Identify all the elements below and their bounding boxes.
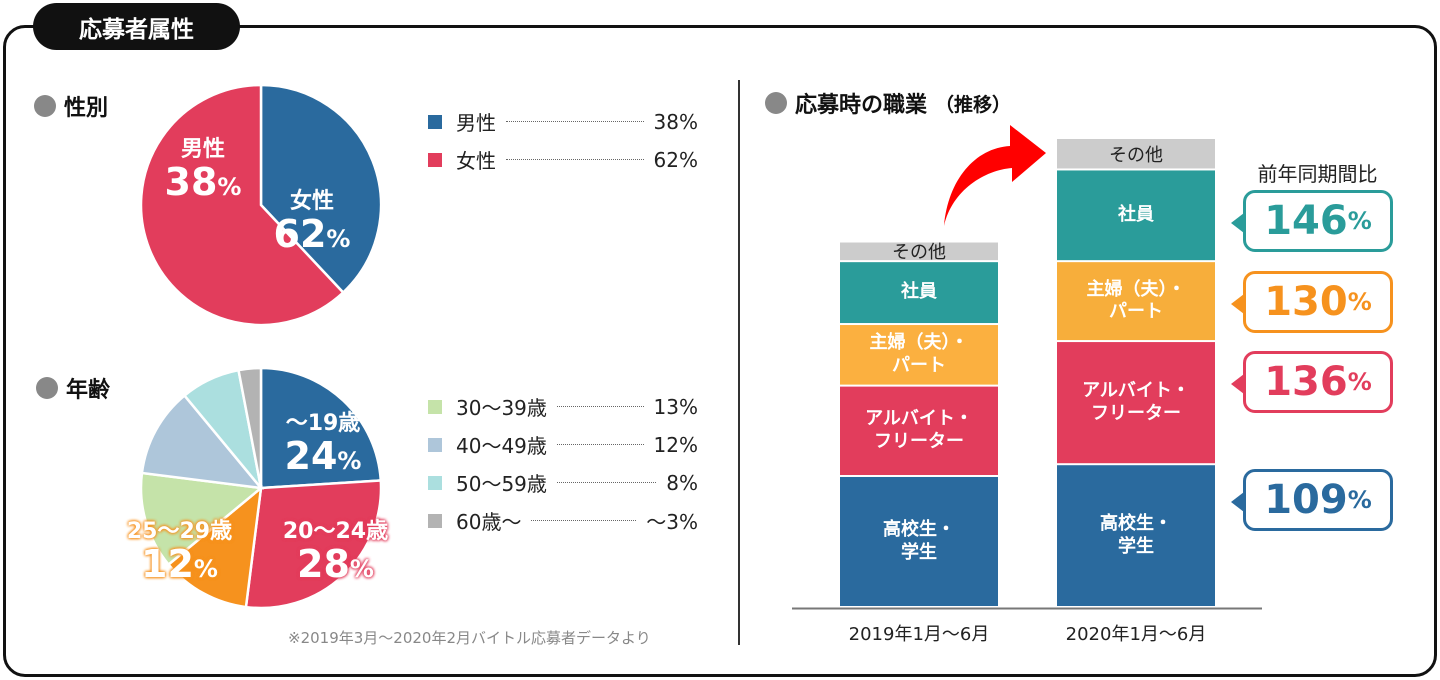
legend-item-40s: 40〜49歳 12% bbox=[428, 430, 698, 459]
x-label-2020: 2020年1月〜6月 bbox=[1065, 624, 1207, 645]
divider bbox=[738, 80, 740, 645]
bar-segment-label-text: 高校生・学生 bbox=[1099, 513, 1172, 557]
pie-label-male: 男性 38% bbox=[164, 137, 242, 205]
age-slice-2 bbox=[166, 485, 263, 609]
legend-swatch bbox=[428, 399, 442, 414]
x-label-2019: 2019年1月〜6月 bbox=[848, 624, 990, 645]
bar-segment-label: アルバイト・フリーター bbox=[1057, 342, 1215, 463]
bar-segment bbox=[1057, 170, 1215, 261]
yoy-badge: 130% bbox=[1231, 271, 1393, 333]
age-slice-6 bbox=[237, 366, 263, 489]
bar-segment-label: その他 bbox=[1109, 144, 1163, 166]
bar-segment-label: 主婦（夫）・ パート bbox=[869, 332, 969, 376]
bar-segment-label-text: アルバイト・フリーター bbox=[1082, 380, 1190, 424]
increase-arrow-icon bbox=[944, 125, 1046, 226]
bar-segment-label: 社員 bbox=[901, 281, 937, 303]
gender-slice-1 bbox=[139, 83, 345, 327]
legend-swatch bbox=[428, 152, 442, 167]
gender-pie bbox=[139, 83, 383, 327]
bullet-icon bbox=[765, 92, 787, 114]
gender-title-text: 性別 bbox=[64, 96, 109, 121]
legend-item-male: 男性 38% bbox=[428, 107, 698, 136]
gender-slice-0 bbox=[259, 83, 383, 295]
bar-segment bbox=[1057, 342, 1215, 464]
gender-section-title: 性別 bbox=[34, 90, 108, 122]
legend-item-30s: 30〜39歳 13% bbox=[428, 392, 698, 421]
age-slice-3 bbox=[139, 471, 265, 567]
age-section-title: 年齢 bbox=[36, 372, 110, 404]
bar-segment-label-text: 社員 bbox=[1117, 204, 1154, 226]
yoy-badge: 109% bbox=[1231, 469, 1393, 531]
occupation-section-title: 応募時の職業 （推移） bbox=[765, 87, 1011, 119]
legend-item-60plus: 60歳〜 〜3% bbox=[428, 506, 698, 535]
pie-label-female: 女性 62% bbox=[273, 189, 351, 257]
age-slice-4 bbox=[140, 393, 264, 490]
yoy-badge: 136% bbox=[1231, 351, 1393, 413]
age-slice-0 bbox=[259, 366, 383, 490]
bar-segment bbox=[840, 325, 998, 385]
bar-segment bbox=[840, 242, 998, 261]
bar-segment bbox=[840, 262, 998, 324]
bar-segment-label: 主婦（夫）・パート bbox=[1057, 262, 1215, 340]
age-pie bbox=[139, 366, 383, 610]
yoy-badge: 146% bbox=[1231, 190, 1393, 252]
legend-item-female: 女性 62% bbox=[428, 145, 698, 174]
age-title-text: 年齢 bbox=[66, 378, 111, 403]
panel-title: 応募者属性 bbox=[33, 3, 240, 50]
legend-item-50s: 50〜59歳 8% bbox=[428, 468, 698, 497]
bar-segment bbox=[1057, 262, 1215, 341]
bar-segment bbox=[1057, 139, 1215, 169]
bullet-icon bbox=[34, 95, 56, 117]
bar-segment-label: 高校生・学生 bbox=[1057, 465, 1215, 606]
bar-segment-label: 社員 bbox=[1057, 170, 1215, 260]
bar-segment-label: その他 bbox=[892, 242, 946, 264]
data-source-note: ※2019年3月〜2020年2月バイトル応募者データより bbox=[288, 629, 651, 647]
bar-segment bbox=[840, 477, 998, 606]
legend-swatch bbox=[428, 475, 442, 490]
bar-segment-label: アルバイト・ フリーター bbox=[865, 408, 973, 452]
bullet-icon bbox=[36, 377, 58, 399]
yoy-title: 前年同期間比 bbox=[1257, 162, 1378, 186]
pie-label-under19: 〜19歳 24% bbox=[284, 411, 362, 479]
bar-segment-label-text: 主婦（夫）・パート bbox=[1086, 278, 1186, 323]
bar-segment bbox=[1057, 465, 1215, 606]
legend-swatch bbox=[428, 513, 442, 528]
panel-frame bbox=[3, 25, 1437, 677]
pie-label-20to24: 20〜24歳 28% bbox=[282, 519, 389, 587]
pie-label-25to29: 25〜29歳 12% bbox=[126, 519, 233, 587]
bar-segment bbox=[840, 386, 998, 475]
legend-swatch bbox=[428, 114, 442, 129]
legend-swatch bbox=[428, 437, 442, 452]
age-slice-1 bbox=[244, 479, 383, 610]
bar-segment-label: 高校生・ 学生 bbox=[883, 519, 955, 563]
